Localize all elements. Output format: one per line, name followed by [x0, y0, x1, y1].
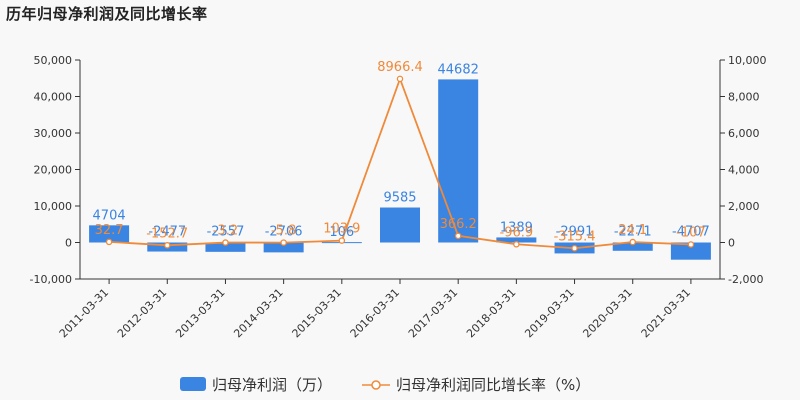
y-right-tick-label: 0	[728, 237, 735, 250]
line-data-label: 366.2	[440, 217, 477, 232]
line-data-label: 103.9	[323, 222, 360, 237]
y-left-tick-label: 30,000	[34, 127, 73, 140]
y-left-tick-label: 40,000	[34, 91, 73, 104]
bar	[670, 242, 711, 260]
x-tick-label: 2017-03-31	[406, 286, 460, 340]
legend-bar-swatch	[180, 377, 206, 391]
line-data-label: 32.7	[95, 223, 124, 238]
bar-data-label: -4707	[672, 225, 710, 240]
bar-data-label: 106	[329, 225, 354, 240]
legend-line-label: 归母净利润同比增长率（%）	[396, 376, 590, 394]
line-point	[338, 237, 346, 244]
y-left-tick-label: 50,000	[34, 54, 73, 67]
y-right-tick-label: 10,000	[728, 54, 767, 67]
bar	[205, 242, 246, 252]
bar-data-label: 44682	[438, 62, 479, 77]
y-left-tick-label: 10,000	[34, 200, 73, 213]
bar	[263, 242, 304, 253]
bar-data-label: -2477	[148, 225, 186, 240]
x-tick-label: 2011-03-31	[57, 286, 111, 340]
line-point	[280, 239, 287, 246]
x-tick-label: 2021-03-31	[639, 286, 693, 340]
x-tick-label: 2018-03-31	[464, 286, 518, 340]
y-axis-right: -2,000 0 2,000 4,000 6,000 8,000 10,000	[719, 54, 767, 286]
line-data-label: 24.1	[618, 223, 647, 238]
line-data-label: -3.2	[213, 224, 238, 239]
bar-data-label: 4704	[93, 208, 126, 223]
x-tick-label: 2013-03-31	[173, 286, 227, 340]
y-left-tick-label: 20,000	[34, 164, 73, 177]
bar-data-label: -2271	[614, 225, 652, 240]
bar	[380, 207, 420, 243]
legend-bar-label: 归母净利润（万）	[212, 376, 332, 394]
bar	[89, 225, 130, 243]
x-tick-label: 2014-03-31	[231, 286, 285, 340]
x-tick-label: 2016-03-31	[348, 286, 402, 340]
bar-series	[89, 79, 711, 260]
x-tick-label: 2020-03-31	[580, 286, 634, 340]
y-right-tick-label: 2,000	[728, 200, 760, 213]
line-point	[222, 239, 229, 246]
line-point	[105, 238, 113, 246]
line-data-label: 8966.4	[377, 60, 423, 75]
y-left-tick-label: -10,000	[30, 273, 72, 286]
y-right-tick-label: -2,000	[728, 273, 763, 286]
line-data-label: -152.7	[146, 226, 188, 241]
line-data-labels: 32.7 -152.7 -3.2 -5.8 103.9 8966.4 366.2 -96.9 -…	[95, 60, 706, 244]
line-data-label: -96.9	[500, 225, 534, 240]
bar-data-label: 9585	[383, 191, 416, 206]
bar-data-label: -2557	[207, 225, 245, 240]
x-tick-label: 2012-03-31	[115, 286, 169, 340]
bar	[612, 242, 653, 251]
line-point	[454, 232, 462, 240]
y-right-tick-label: 4,000	[728, 164, 760, 177]
line-data-label: -5.8	[271, 224, 296, 239]
x-axis: 2011-03-31 2012-03-31 2013-03-31 2014-03-31…	[57, 278, 720, 340]
legend: 归母净利润（万） 归母净利润同比增长率（%）	[180, 376, 590, 394]
line-point	[629, 238, 636, 246]
legend-line-marker	[371, 380, 381, 390]
line-point	[164, 242, 171, 249]
line-series	[105, 75, 695, 252]
bar-data-labels: 4704 -2477 -2557 -2706 106 9585 44682 1389 -2991…	[93, 62, 710, 240]
y-right-tick-label: 8,000	[728, 91, 760, 104]
bar-data-label: 1389	[500, 220, 533, 235]
line-data-label: -107	[676, 225, 706, 240]
y-left-tick-label: 0	[65, 237, 72, 250]
bar-data-label: -2706	[265, 225, 303, 240]
bar	[438, 79, 479, 243]
y-right-tick-label: 6,000	[728, 127, 760, 140]
line-point	[396, 75, 404, 83]
bar	[496, 237, 537, 243]
line-data-label: -315.4	[554, 229, 596, 244]
chart-title: 历年归母净利润及同比增长率	[6, 5, 208, 23]
y-axis-left: -10,000 0 10,000 20,000 30,000 40,000 50,000	[30, 54, 81, 286]
x-tick-label: 2019-03-31	[522, 286, 576, 340]
bar-data-label: -2991	[556, 225, 594, 240]
line-point	[513, 241, 520, 248]
x-tick-label: 2015-03-31	[290, 286, 344, 340]
line-point	[687, 241, 695, 248]
line-point	[571, 245, 578, 252]
